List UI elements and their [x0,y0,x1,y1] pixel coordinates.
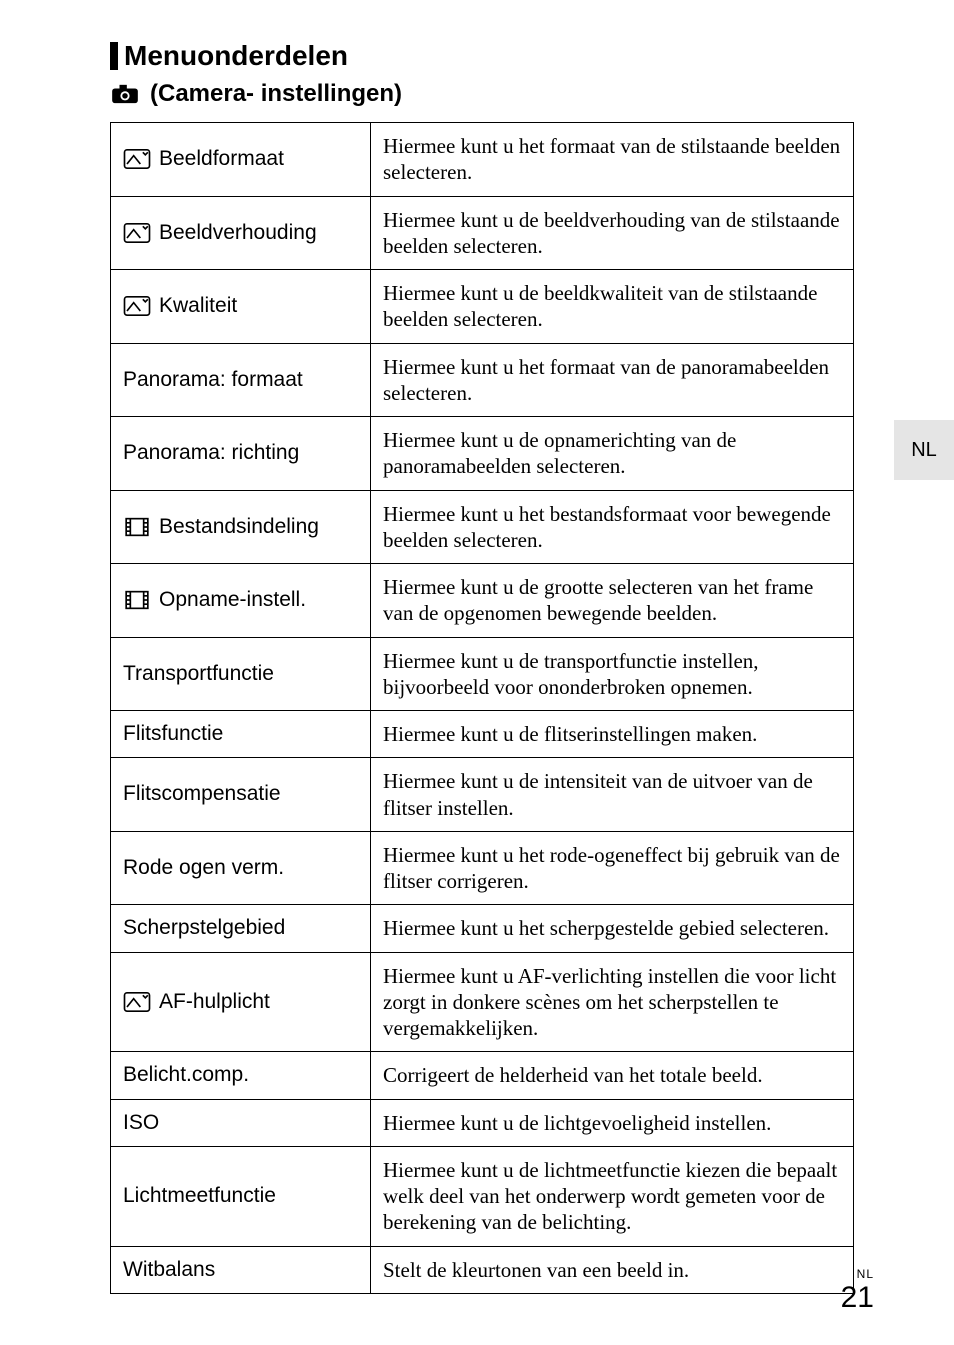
film-icon [123,590,151,610]
camera-icon [110,83,140,105]
setting-description: Hiermee kunt u de lichtgevoeligheid inst… [371,1099,854,1146]
subheading-row: (Camera- instellingen) [110,80,854,108]
setting-description: Hiermee kunt u de grootte selecteren van… [371,564,854,638]
table-row: Opname-instell. Hiermee kunt u de grootte… [111,564,854,638]
setting-label-cell: Panorama: formaat [111,343,371,417]
setting-label: Opname-instell. [159,587,306,613]
setting-label: Flitsfunctie [123,721,223,747]
table-row: ISO Hiermee kunt u de lichtgevoeligheid i… [111,1099,854,1146]
table-row: Witbalans Stelt de kleurtonen van een bee… [111,1246,854,1293]
setting-label-cell: Opname-instell. [111,564,371,638]
table-row: Rode ogen verm. Hiermee kunt u het rode-o… [111,831,854,905]
setting-description: Stelt de kleurtonen van een beeld in. [371,1246,854,1293]
table-row: Belicht.comp. Corrigeert de helderheid va… [111,1052,854,1099]
setting-label: Transportfunctie [123,661,274,687]
setting-description: Hiermee kunt u de transportfunctie inste… [371,637,854,711]
setting-label-cell: Scherpstelgebied [111,905,371,952]
setting-label-cell: Transportfunctie [111,637,371,711]
setting-label-cell: Beeldformaat [111,123,371,197]
table-row: Beeldverhouding Hiermee kunt u de beeldve… [111,196,854,270]
setting-label: Scherpstelgebied [123,915,285,941]
setting-label: Witbalans [123,1257,215,1283]
table-row: Beeldformaat Hiermee kunt u het formaat v… [111,123,854,197]
table-row: Bestandsindeling Hiermee kunt u het besta… [111,490,854,564]
setting-label: Rode ogen verm. [123,855,284,881]
setting-description: Hiermee kunt u de flitserinstellingen ma… [371,711,854,758]
side-language-tab: NL [894,420,954,480]
setting-label: Flitscompensatie [123,781,281,807]
settings-table: Beeldformaat Hiermee kunt u het formaat v… [110,122,854,1294]
film-icon [123,517,151,537]
setting-label: Bestandsindeling [159,514,319,540]
photo-icon [123,149,151,169]
setting-label-cell: ISO [111,1099,371,1146]
page-heading: Menuonderdelen [124,40,348,72]
side-language-text: NL [911,439,937,462]
setting-description: Hiermee kunt u AF-verlichting instellen … [371,952,854,1052]
setting-label: Panorama: formaat [123,367,303,393]
setting-description: Corrigeert de helderheid van het totale … [371,1052,854,1099]
setting-label-cell: Belicht.comp. [111,1052,371,1099]
setting-label-cell: Beeldverhouding [111,196,371,270]
setting-description: Hiermee kunt u het formaat van de panora… [371,343,854,417]
setting-label-cell: Lichtmeetfunctie [111,1146,371,1246]
table-row: Panorama: formaat Hiermee kunt u het form… [111,343,854,417]
setting-label-cell: Kwaliteit [111,270,371,344]
photo-icon [123,296,151,316]
table-row: Flitsfunctie Hiermee kunt u de flitserins… [111,711,854,758]
footer-lang: NL [841,1267,874,1281]
setting-label: Panorama: richting [123,440,299,466]
heading-marker [110,42,118,70]
setting-label-cell: Panorama: richting [111,417,371,491]
table-row: Lichtmeetfunctie Hiermee kunt u de lichtm… [111,1146,854,1246]
setting-label: Kwaliteit [159,293,237,319]
table-row: Kwaliteit Hiermee kunt u de beeldkwalitei… [111,270,854,344]
setting-description: Hiermee kunt u de beeldkwaliteit van de … [371,270,854,344]
setting-description: Hiermee kunt u de lichtmeetfunctie kieze… [371,1146,854,1246]
table-row: Flitscompensatie Hiermee kunt u de intens… [111,758,854,832]
setting-label: Lichtmeetfunctie [123,1183,276,1209]
setting-description: Hiermee kunt u de intensiteit van de uit… [371,758,854,832]
table-row: Transportfunctie Hiermee kunt u de transp… [111,637,854,711]
setting-description: Hiermee kunt u de beeldverhouding van de… [371,196,854,270]
table-row: AF-hulplicht Hiermee kunt u AF-verlichtin… [111,952,854,1052]
setting-description: Hiermee kunt u het rode-ogeneffect bij g… [371,831,854,905]
table-row: Panorama: richting Hiermee kunt u de opna… [111,417,854,491]
setting-label: ISO [123,1110,159,1136]
heading-row: Menuonderdelen [110,40,854,72]
setting-label-cell: Flitsfunctie [111,711,371,758]
setting-label-cell: Rode ogen verm. [111,831,371,905]
setting-description: Hiermee kunt u het scherpgestelde gebied… [371,905,854,952]
page-subheading: (Camera- instellingen) [150,80,402,108]
setting-label-cell: Bestandsindeling [111,490,371,564]
setting-description: Hiermee kunt u het formaat van de stilst… [371,123,854,197]
setting-label: Belicht.comp. [123,1062,249,1088]
setting-description: Hiermee kunt u de opnamerichting van de … [371,417,854,491]
setting-label: Beeldformaat [159,146,284,172]
setting-label-cell: Witbalans [111,1246,371,1293]
page-number: 21 [841,1281,874,1315]
setting-label-cell: Flitscompensatie [111,758,371,832]
photo-icon [123,992,151,1012]
setting-description: Hiermee kunt u het bestandsformaat voor … [371,490,854,564]
setting-label: AF-hulplicht [159,989,270,1015]
setting-label: Beeldverhouding [159,220,317,246]
page-footer: NL 21 [841,1267,874,1315]
photo-icon [123,223,151,243]
setting-label-cell: AF-hulplicht [111,952,371,1052]
table-row: Scherpstelgebied Hiermee kunt u het scher… [111,905,854,952]
